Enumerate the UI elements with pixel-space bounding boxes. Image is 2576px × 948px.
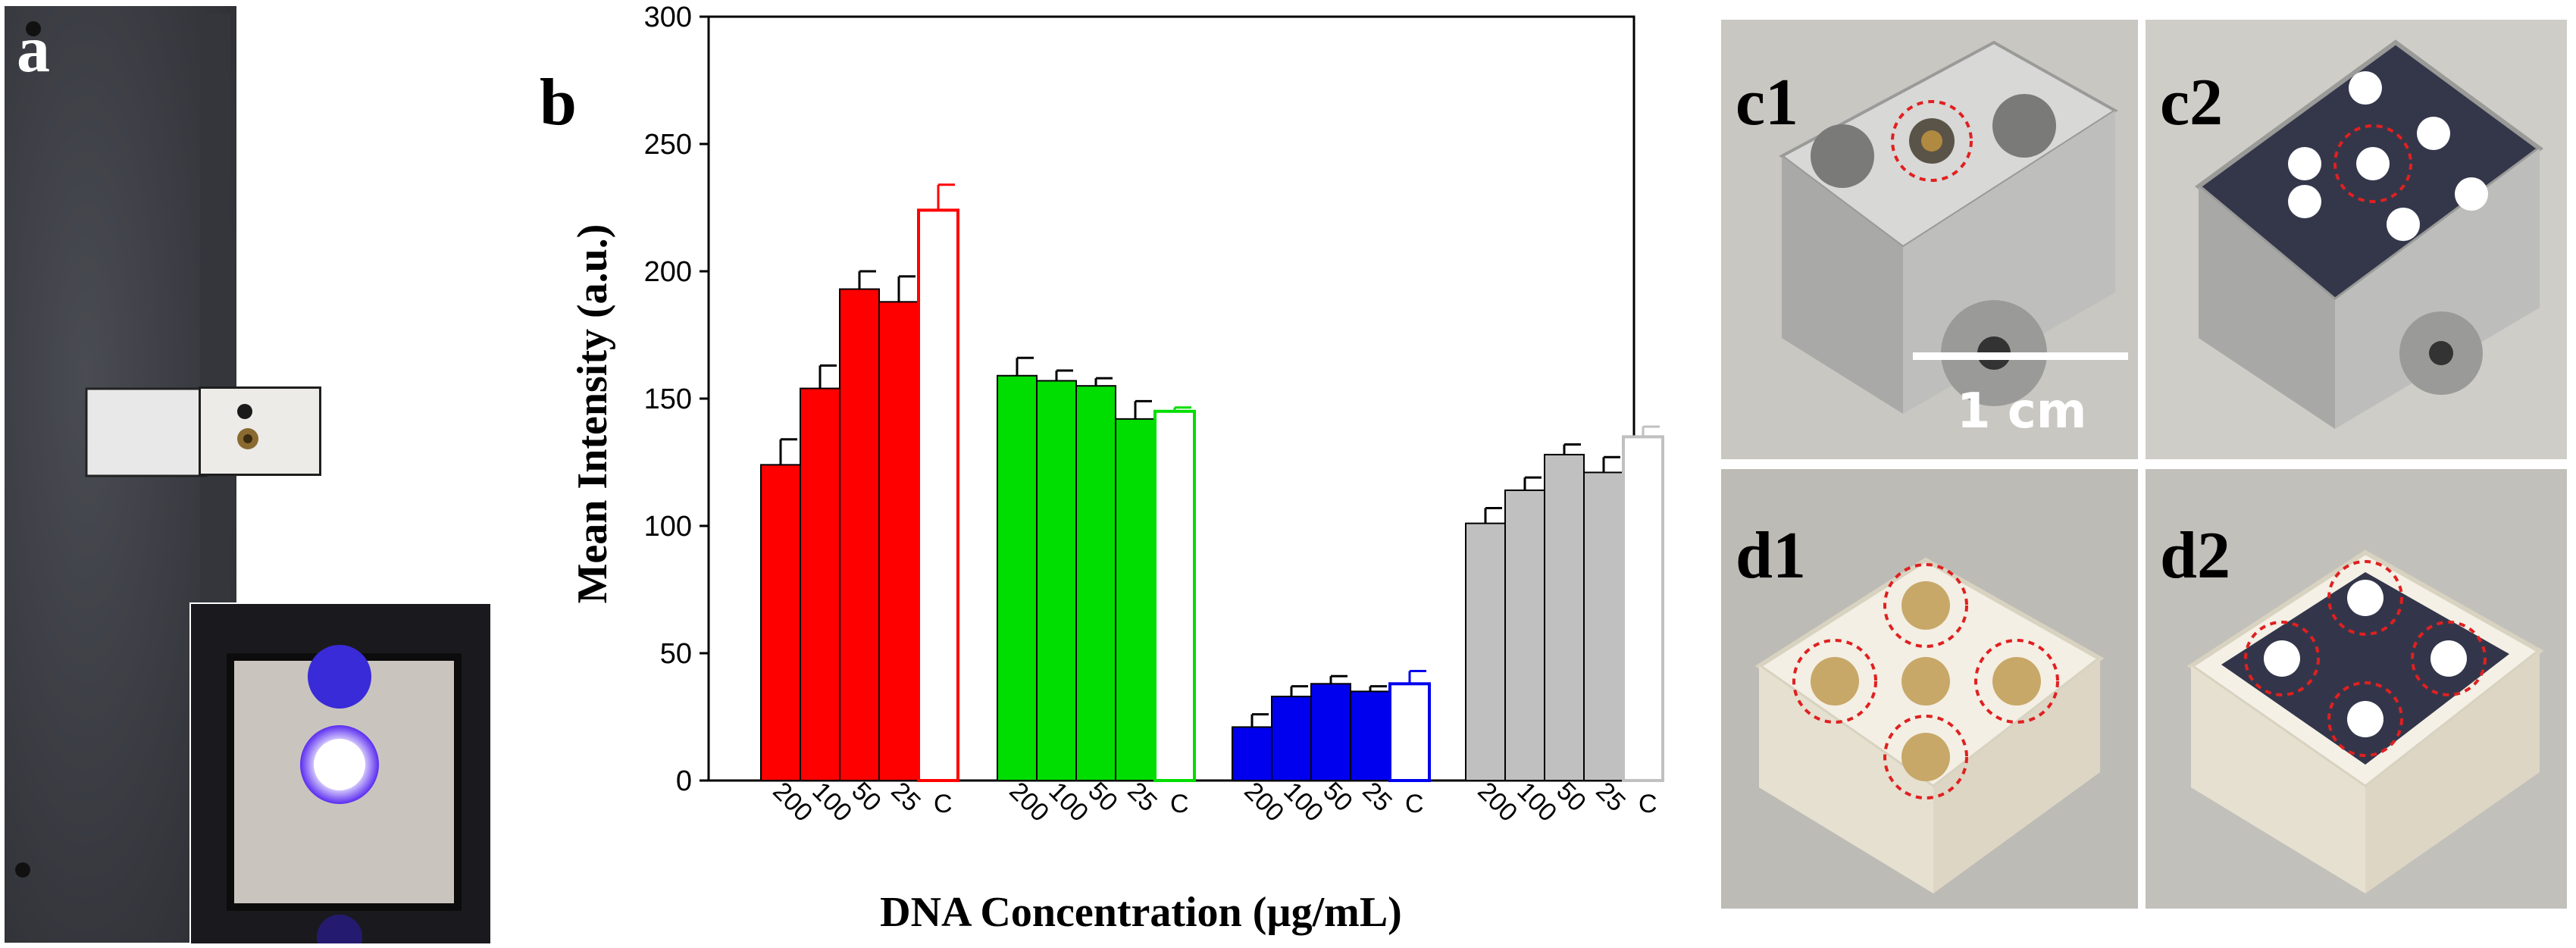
scale-bar-c1 — [1913, 352, 2128, 360]
panel-c1-photo — [1721, 20, 2138, 459]
x-tick-label: 25 — [1122, 777, 1163, 818]
bar-green-50 — [1075, 385, 1116, 781]
x-tick-label: C — [934, 790, 953, 818]
x-tick-label: 25 — [1357, 777, 1398, 818]
panel-a-photo — [5, 6, 236, 943]
panel-label-a: a — [17, 13, 50, 86]
y-tick-label: 250 — [644, 129, 692, 161]
printed-holder-image — [1721, 469, 2138, 909]
bar-red-50 — [839, 288, 880, 781]
device-housing-image — [5, 6, 236, 943]
bar-green-200 — [997, 374, 1038, 781]
scale-text-a: 5 cm — [317, 85, 447, 141]
panel-a-inset — [189, 602, 492, 945]
bar-chart: 0 50 100 150 200 250 300 Mean Intensity (a.u.) D… — [569, 2, 1664, 936]
y-axis-label: Mean Intensity (a.u.) — [569, 224, 616, 604]
panel-label-c1: c1 — [1736, 66, 1799, 139]
bar-gray-25 — [1583, 471, 1624, 781]
y-tick-label: 100 — [644, 511, 692, 543]
screw-icon — [237, 404, 258, 449]
panel-d2-photo — [2146, 469, 2567, 909]
panel-label-d2: d2 — [2160, 519, 2230, 593]
bar-blue-25 — [1350, 690, 1391, 782]
x-tick-label: 200 — [767, 777, 818, 828]
aluminum-cube-image — [1721, 20, 2138, 459]
x-tick-label: C — [1170, 790, 1189, 818]
bar-blue-50 — [1310, 683, 1351, 782]
x-tick-label: 100 — [1043, 777, 1094, 828]
y-tick-label: 150 — [644, 383, 692, 415]
panel-a-window — [199, 386, 321, 476]
x-tick-label: C — [1639, 790, 1657, 818]
x-tick-label: 200 — [1003, 777, 1054, 828]
bar-green-C — [1153, 409, 1196, 782]
bar-green-25 — [1115, 418, 1156, 781]
x-tick-label: 100 — [806, 777, 857, 828]
cube-with-sample-holder-image — [2146, 20, 2567, 459]
bar-blue-C — [1388, 682, 1431, 783]
panel-label-d1: d1 — [1736, 519, 1806, 593]
bar-red-100 — [800, 387, 840, 781]
bar-green-100 — [1036, 380, 1077, 782]
bar-blue-100 — [1271, 696, 1312, 781]
x-tick-label: 200 — [1238, 777, 1289, 828]
y-tick-label: 50 — [660, 638, 692, 670]
bar-red-200 — [760, 464, 801, 781]
scale-bar-a — [274, 58, 490, 65]
y-tick-label: 200 — [644, 256, 692, 288]
bar-red-25 — [878, 301, 919, 781]
y-tick-label: 300 — [644, 2, 692, 33]
bar-blue-200 — [1232, 726, 1272, 781]
bar-red-C — [917, 208, 959, 782]
printed-holder-with-slide-image — [2146, 469, 2567, 909]
bar-gray-50 — [1544, 453, 1585, 781]
panel-label-c2: c2 — [2160, 66, 2224, 139]
x-tick-label: 100 — [1511, 777, 1562, 828]
fluorescence-inset-image — [227, 645, 462, 943]
panel-label-b: b — [540, 66, 577, 139]
scale-text-c1: 1 cm — [1957, 383, 2087, 440]
y-tick-label: 0 — [676, 765, 692, 797]
x-tick-label: 25 — [885, 777, 926, 818]
bar-gray-C — [1622, 435, 1664, 783]
panel-d1-photo — [1721, 469, 2138, 909]
x-axis-label: DNA Concentration (µg/mL) — [880, 889, 1402, 936]
x-tick-label: 200 — [1472, 777, 1523, 828]
x-tick-label: 25 — [1590, 777, 1631, 818]
x-tick-label: C — [1405, 790, 1424, 818]
x-tick-label: 100 — [1278, 777, 1329, 828]
bar-gray-200 — [1465, 522, 1506, 781]
bar-gray-100 — [1504, 489, 1545, 782]
panel-c2-photo — [2146, 20, 2567, 459]
